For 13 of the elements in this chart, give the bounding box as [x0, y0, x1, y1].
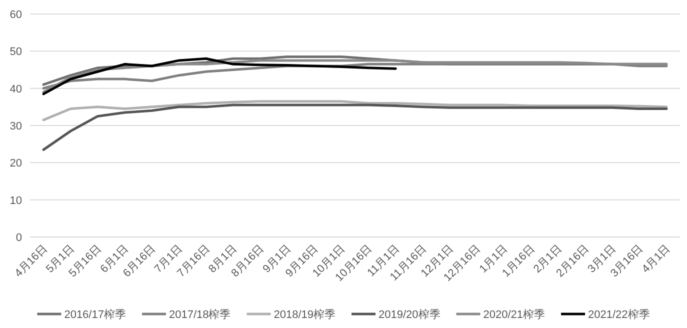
y-tick-label: 10 [10, 194, 22, 207]
legend-label: 2021/22榨季 [588, 308, 650, 321]
y-tick-label: 60 [10, 9, 22, 21]
y-tick-label: 30 [10, 120, 22, 132]
legend-label: 2019/20榨季 [378, 308, 440, 321]
legend-label: 2016/17榨季 [64, 308, 126, 321]
legend-label: 2020/21榨季 [483, 308, 546, 321]
y-tick-label: 40 [10, 83, 22, 96]
y-tick-label: 0 [16, 232, 22, 244]
y-tick-label: 50 [10, 46, 22, 58]
y-tick-label: 20 [10, 158, 22, 170]
legend-label: 2018/19榨季 [274, 308, 336, 321]
legend-label: 2017/18榨季 [168, 308, 231, 321]
